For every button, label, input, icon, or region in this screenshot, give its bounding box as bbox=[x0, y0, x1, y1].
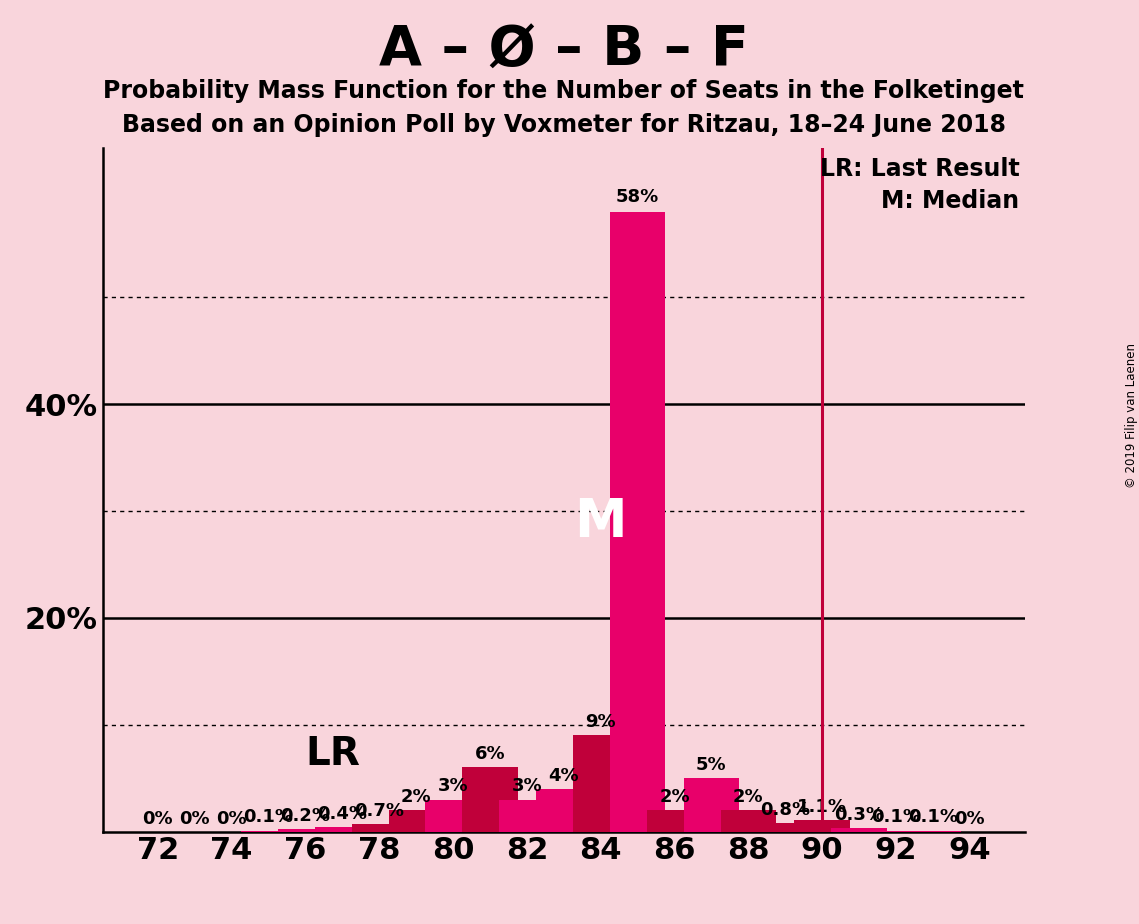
Bar bbox=[388, 810, 444, 832]
Text: M: Median: M: Median bbox=[882, 189, 1019, 213]
Bar bbox=[314, 827, 370, 832]
Text: © 2019 Filip van Laenen: © 2019 Filip van Laenen bbox=[1124, 344, 1138, 488]
Bar bbox=[906, 831, 960, 832]
Text: LR: Last Result: LR: Last Result bbox=[820, 157, 1019, 181]
Bar bbox=[611, 212, 665, 832]
Text: 0%: 0% bbox=[142, 810, 173, 829]
Text: 1.1%: 1.1% bbox=[797, 797, 847, 816]
Bar bbox=[573, 736, 629, 832]
Bar bbox=[352, 824, 407, 832]
Text: LR: LR bbox=[305, 735, 360, 772]
Bar bbox=[795, 820, 850, 832]
Text: 0%: 0% bbox=[180, 810, 210, 829]
Text: A – Ø – B – F: A – Ø – B – F bbox=[379, 23, 748, 77]
Bar bbox=[426, 799, 481, 832]
Text: 4%: 4% bbox=[549, 767, 579, 784]
Text: 0.1%: 0.1% bbox=[244, 808, 294, 826]
Text: 2%: 2% bbox=[401, 788, 432, 806]
Bar bbox=[536, 789, 591, 832]
Text: Based on an Opinion Poll by Voxmeter for Ritzau, 18–24 June 2018: Based on an Opinion Poll by Voxmeter for… bbox=[122, 113, 1006, 137]
Bar bbox=[241, 831, 296, 832]
Bar bbox=[647, 810, 703, 832]
Text: Probability Mass Function for the Number of Seats in the Folketinget: Probability Mass Function for the Number… bbox=[104, 79, 1024, 103]
Text: 3%: 3% bbox=[437, 777, 468, 796]
Bar bbox=[278, 830, 334, 832]
Text: 0%: 0% bbox=[216, 810, 247, 829]
Text: 0.1%: 0.1% bbox=[871, 808, 921, 826]
Bar bbox=[831, 829, 887, 832]
Bar bbox=[683, 778, 739, 832]
Text: 6%: 6% bbox=[475, 746, 506, 763]
Text: 0.2%: 0.2% bbox=[280, 808, 330, 825]
Text: 3%: 3% bbox=[511, 777, 542, 796]
Text: 0.7%: 0.7% bbox=[354, 802, 404, 820]
Text: 0.8%: 0.8% bbox=[760, 801, 810, 819]
Bar bbox=[757, 823, 813, 832]
Text: 2%: 2% bbox=[734, 788, 763, 806]
Bar bbox=[462, 768, 518, 832]
Text: M: M bbox=[574, 496, 626, 548]
Text: 0.4%: 0.4% bbox=[318, 805, 368, 823]
Bar bbox=[868, 831, 924, 832]
Text: 58%: 58% bbox=[616, 188, 659, 205]
Text: 0.3%: 0.3% bbox=[834, 806, 884, 824]
Bar bbox=[721, 810, 776, 832]
Text: 0.1%: 0.1% bbox=[908, 808, 958, 826]
Text: 5%: 5% bbox=[696, 756, 727, 774]
Text: 2%: 2% bbox=[659, 788, 690, 806]
Text: 0%: 0% bbox=[954, 810, 985, 829]
Bar bbox=[499, 799, 555, 832]
Text: 9%: 9% bbox=[585, 713, 616, 731]
